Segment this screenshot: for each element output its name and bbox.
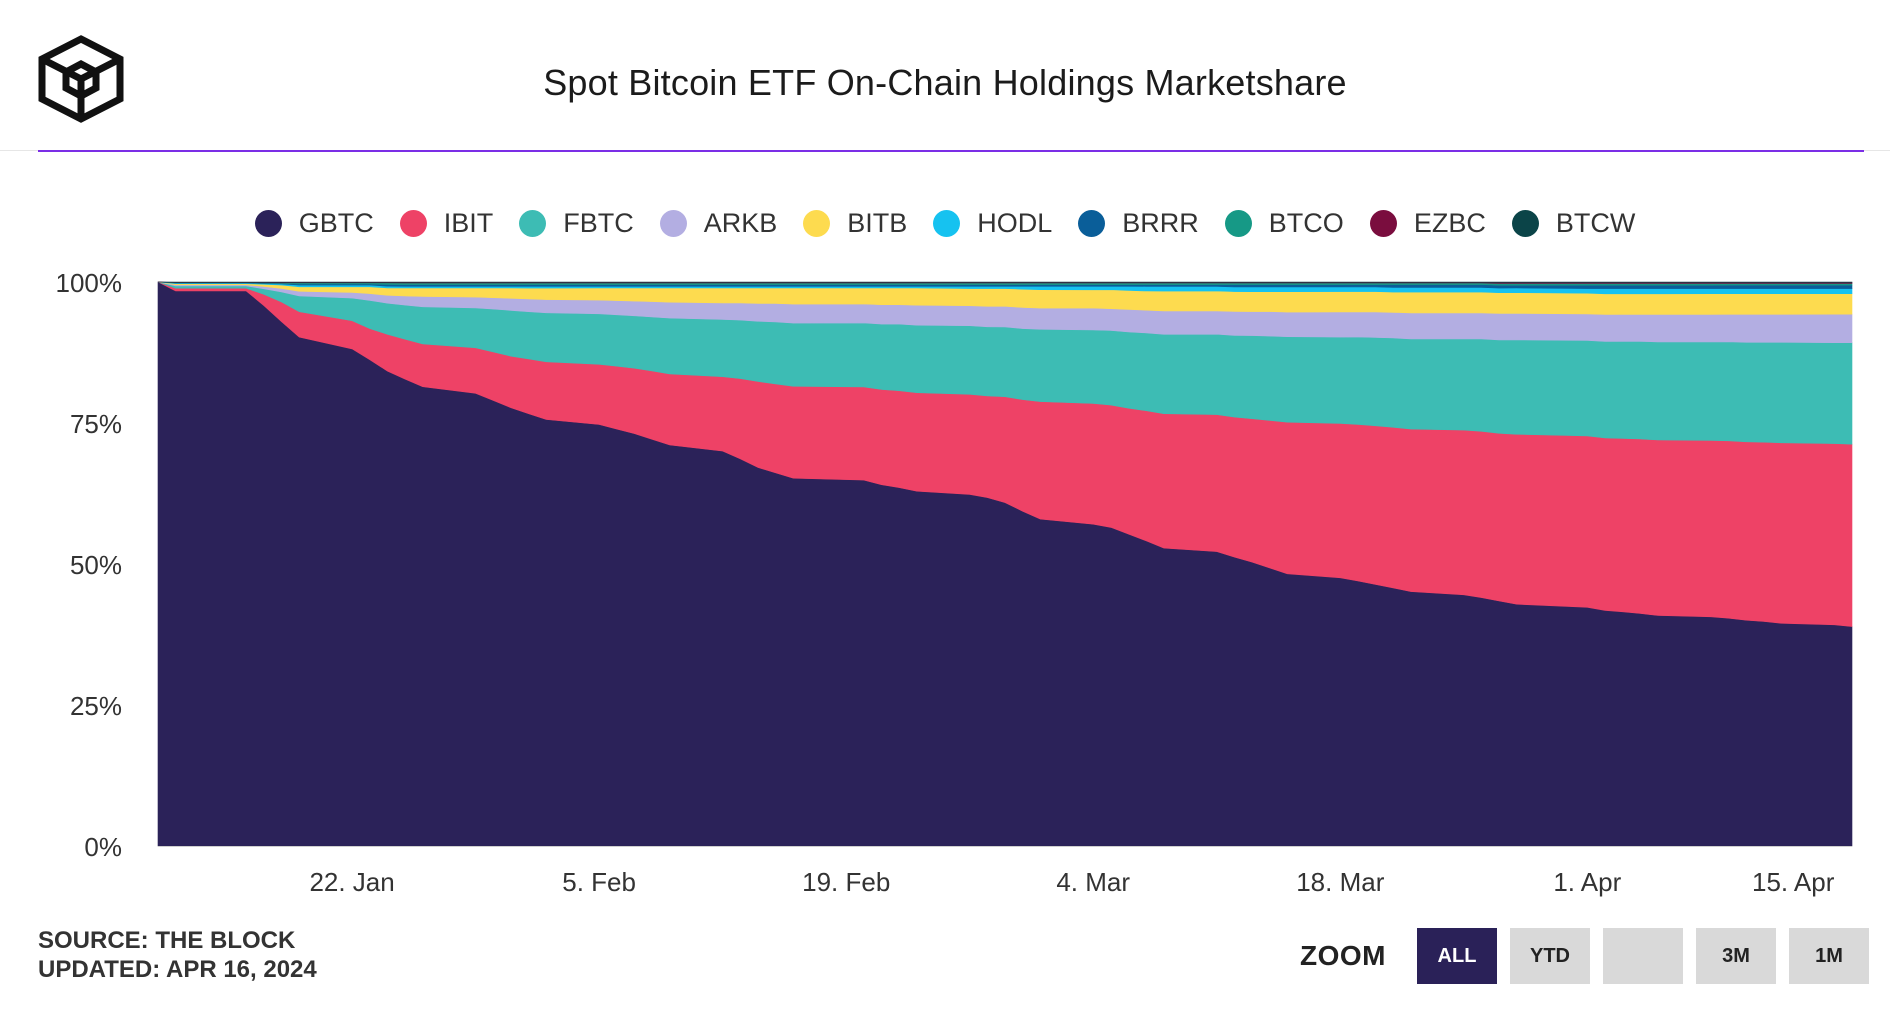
legend-item-arkb[interactable]: ARKB — [659, 207, 778, 239]
legend-swatch — [1078, 209, 1106, 237]
legend-item-btco[interactable]: BTCO — [1224, 207, 1344, 239]
legend-swatch — [399, 209, 427, 237]
x-tick-label: 19. Feb — [802, 867, 890, 897]
legend-item-bitb[interactable]: BITB — [803, 208, 907, 239]
source-text: SOURCE: THE BLOCK — [38, 927, 296, 954]
legend-swatch — [1369, 209, 1397, 237]
legend-swatch — [254, 209, 282, 237]
legend-swatch — [1511, 209, 1539, 237]
legend-label: HODL — [977, 207, 1053, 238]
chart-header: Spot Bitcoin ETF On-Chain Holdings Marke… — [0, 0, 1890, 151]
legend-label: BITB — [847, 207, 908, 238]
y-tick-label: 50% — [70, 550, 122, 580]
x-tick-label: 18. Mar — [1296, 867, 1384, 897]
legend-swatch — [519, 209, 547, 237]
legend-item-ezbc[interactable]: EZBC — [1369, 207, 1486, 239]
legend-item-btcw[interactable]: BTCW — [1511, 207, 1636, 239]
y-tick-label: 0% — [84, 832, 122, 862]
legend-label: EZBC — [1413, 207, 1486, 238]
chart-title: Spot Bitcoin ETF On-Chain Holdings Marke… — [543, 62, 1347, 103]
title-divider — [38, 150, 1864, 152]
legend-item-gbtc[interactable]: GBTC — [254, 207, 374, 239]
x-tick-label: 22. Jan — [309, 867, 394, 897]
legend-item-ibit[interactable]: IBIT — [399, 207, 494, 239]
legend-swatch — [659, 209, 687, 237]
y-tick-label: 75% — [70, 409, 122, 439]
legend-item-brrr[interactable]: BRRR — [1078, 208, 1199, 239]
legend-swatch — [933, 209, 961, 237]
legend-item-fbtc[interactable]: FBTC — [519, 208, 634, 239]
zoom-3m-button[interactable]: 3M — [1696, 928, 1776, 984]
legend-label: BRRR — [1122, 207, 1199, 238]
zoom-controls: ZOOM ALL YTD 3M 1M — [1300, 928, 1869, 984]
source-note: SOURCE: THE BLOCK UPDATED: APR 16, 2024 — [38, 926, 317, 984]
legend-label: BTCW — [1555, 207, 1636, 238]
legend-label: IBIT — [443, 207, 494, 238]
chart-legend: GBTC IBIT FBTC ARKB BITB HODL BRRR BTCO EZBC BTCW — [0, 205, 1890, 241]
legend-label: BTCO — [1268, 207, 1344, 238]
legend-label: GBTC — [298, 207, 374, 238]
x-tick-label: 1. Apr — [1553, 867, 1621, 897]
zoom-label: ZOOM — [1300, 940, 1386, 971]
legend-item-hodl[interactable]: HODL — [933, 208, 1052, 239]
x-tick-label: 4. Mar — [1056, 867, 1130, 897]
zoom-1m-button[interactable]: 1M — [1789, 928, 1869, 984]
the-block-cube-logo-icon — [38, 35, 124, 123]
y-tick-label: 100% — [56, 268, 123, 298]
stacked-area-chart: 0% 25% 50% 75% 100% 22. Jan 5. Feb 19. Feb 4. Ma… — [56, 268, 1853, 897]
updated-text: UPDATED: APR 16, 2024 — [38, 956, 317, 983]
x-tick-label: 5. Feb — [562, 867, 636, 897]
zoom-ytd-button[interactable]: YTD — [1510, 928, 1590, 984]
legend-label: ARKB — [703, 207, 778, 238]
y-tick-label: 25% — [70, 691, 122, 721]
legend-label: FBTC — [563, 207, 634, 238]
legend-swatch — [1224, 209, 1252, 237]
zoom-all-button[interactable]: ALL — [1417, 928, 1497, 984]
legend-swatch — [803, 209, 831, 237]
zoom-blank-button[interactable] — [1603, 928, 1683, 984]
x-tick-label: 15. Apr — [1752, 867, 1835, 897]
